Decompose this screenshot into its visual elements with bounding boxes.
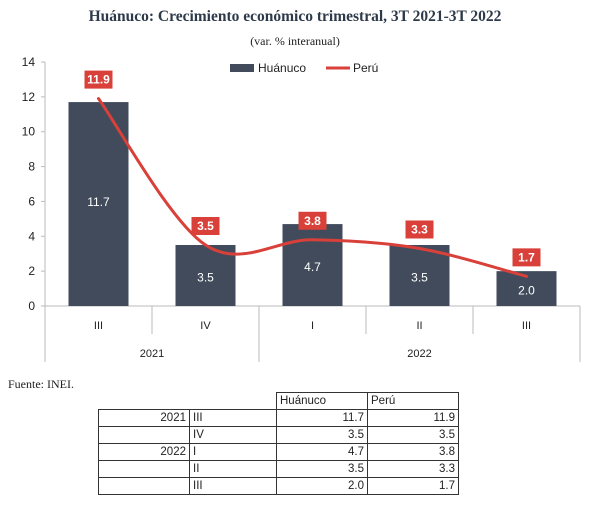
table-cell-huanuco: 3.5 (276, 460, 368, 478)
bar-value-label: 11.7 (87, 195, 110, 209)
legend-label-peru: Perú (353, 61, 378, 75)
chart-subtitle: (var. % interanual) (250, 34, 340, 48)
line-value-label: 11.9 (87, 73, 110, 87)
table-cell-quarter: III (189, 409, 277, 427)
table-cell-year (98, 426, 190, 444)
y-tick-label: 0 (28, 299, 35, 313)
table-cell-peru: 3.5 (367, 426, 459, 444)
line-value-label: 1.7 (518, 250, 535, 264)
legend-swatch-huanuco (230, 64, 254, 72)
table-cell-peru: 11.9 (367, 409, 459, 427)
table-cell-quarter: I (189, 443, 277, 461)
table-row: II 3.5 3.3 (98, 460, 459, 478)
y-tick-label: 4 (28, 229, 35, 243)
table-cell-quarter: IV (189, 426, 277, 444)
table-cell-huanuco: 11.7 (276, 409, 368, 427)
table-cell-year: 2022 (98, 443, 190, 461)
x-tick-label: III (522, 320, 531, 332)
line-value-box (512, 248, 541, 267)
table-cell-peru: 3.8 (367, 443, 459, 461)
data-table: Huánuco Perú 2021 III 11.7 11.9 IV 3.5 3… (98, 392, 459, 495)
table-cell-huanuco: 4.7 (276, 443, 368, 461)
x-group-label: 2021 (140, 348, 164, 360)
y-tick-label: 14 (22, 55, 36, 69)
table-header-quarter (190, 393, 277, 410)
table-header-huanuco: Huánuco (276, 392, 368, 410)
table-cell-year (98, 477, 190, 495)
table-header-row: Huánuco Perú (99, 392, 459, 410)
table-header-year (99, 393, 190, 410)
table-cell-huanuco: 3.5 (276, 426, 368, 444)
bar-huanuco (282, 224, 343, 306)
x-tick-label: IV (200, 320, 211, 332)
bar-huanuco (175, 245, 236, 306)
table-row: 2021 III 11.7 11.9 (98, 409, 459, 427)
y-tick-label: 10 (22, 125, 36, 139)
line-value-box (405, 220, 434, 239)
table-cell-year: 2021 (98, 409, 190, 427)
chart-title: Huánuco: Crecimiento económico trimestra… (88, 8, 502, 25)
y-tick-label: 8 (28, 160, 35, 174)
legend-label-huanuco: Huánuco (258, 61, 306, 75)
line-peru (97, 97, 528, 278)
line-value-box (84, 70, 113, 89)
line-value-box (298, 211, 327, 230)
table-row: IV 3.5 3.5 (98, 426, 459, 444)
line-value-label: 3.8 (304, 214, 321, 228)
bar-value-label: 3.5 (197, 271, 214, 285)
x-group-label: 2022 (407, 348, 431, 360)
bar-value-label: 3.5 (411, 271, 428, 285)
x-tick-label: II (416, 320, 422, 332)
y-tick-label: 6 (28, 194, 35, 208)
table-cell-peru: 1.7 (367, 477, 459, 495)
table-cell-quarter: II (189, 460, 277, 478)
line-value-box (191, 217, 220, 235)
table-header-peru: Perú (367, 392, 459, 410)
table-row: III 2.0 1.7 (98, 477, 459, 495)
bar-huanuco (68, 102, 129, 306)
table-row: 2022 I 4.7 3.8 (98, 443, 459, 461)
y-tick-label: 12 (22, 90, 36, 104)
line-value-label: 3.3 (411, 222, 428, 236)
bar-value-label: 2.0 (518, 284, 535, 298)
bar-value-label: 4.7 (304, 260, 321, 274)
source-note: Fuente: INEI. (8, 377, 74, 391)
line-value-label: 3.5 (197, 219, 214, 233)
x-tick-label: III (94, 320, 103, 332)
x-tick-label: I (311, 320, 314, 332)
table-cell-peru: 3.3 (367, 460, 459, 478)
table-cell-year (98, 460, 190, 478)
bar-huanuco (389, 245, 450, 306)
y-tick-label: 2 (28, 264, 35, 278)
table-cell-huanuco: 2.0 (276, 477, 368, 495)
table-cell-quarter: III (189, 477, 277, 495)
